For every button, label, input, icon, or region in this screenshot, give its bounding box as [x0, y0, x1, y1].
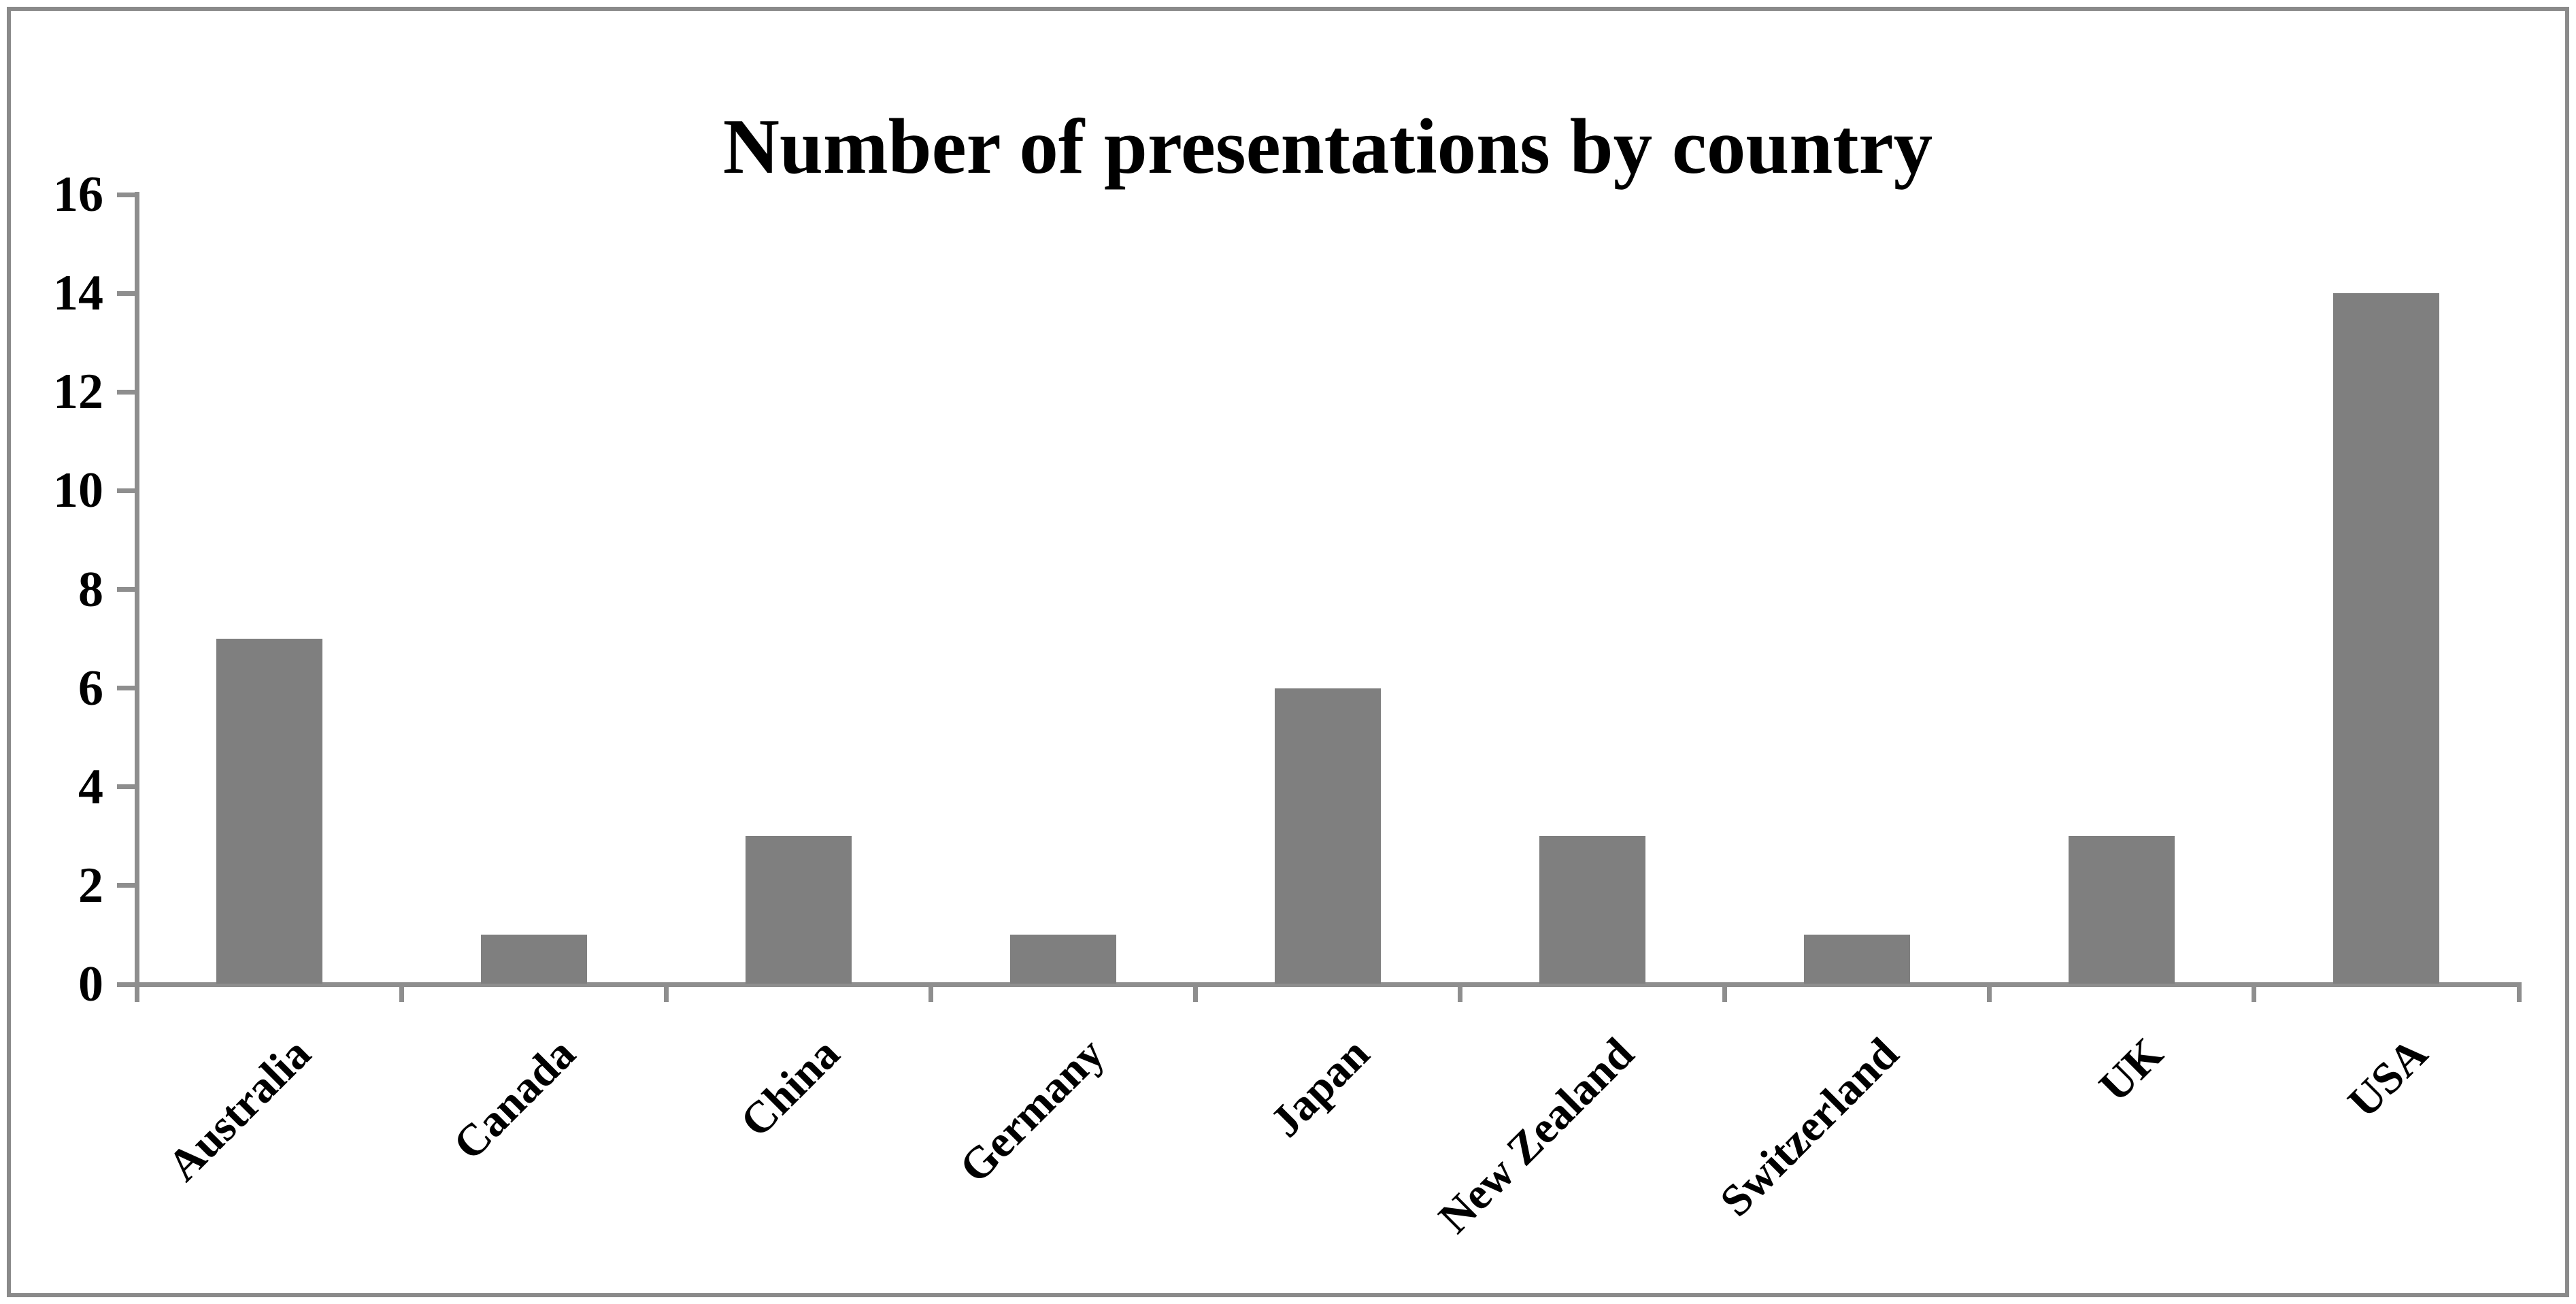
- y-tick-label: 16: [53, 167, 103, 222]
- bar: [216, 639, 322, 984]
- y-tick-label: 8: [78, 561, 103, 618]
- y-tick: [116, 587, 135, 592]
- y-tick: [116, 686, 135, 691]
- y-tick-label: 10: [53, 463, 103, 519]
- bar: [2333, 293, 2440, 984]
- x-tick: [663, 986, 669, 1002]
- bar: [1009, 935, 1116, 984]
- bar: [480, 935, 587, 984]
- chart-border-frame: [7, 7, 2569, 1297]
- y-tick-label: 6: [78, 660, 103, 716]
- y-tick: [116, 784, 135, 790]
- bar: [2069, 836, 2175, 984]
- x-tick: [928, 986, 933, 1002]
- y-tick-label: 0: [78, 956, 103, 1012]
- y-tick-label: 4: [78, 758, 103, 815]
- x-tick: [2516, 986, 2522, 1002]
- x-tick: [2252, 986, 2257, 1002]
- y-tick: [116, 883, 135, 888]
- bar: [745, 836, 852, 984]
- x-axis-line: [134, 982, 2522, 987]
- y-tick-label: 14: [53, 265, 103, 322]
- bar: [1274, 688, 1381, 984]
- chart-title: Number of presentations by country: [722, 103, 1933, 190]
- x-tick: [1722, 986, 1728, 1002]
- y-axis-line: [134, 192, 139, 987]
- y-tick-label: 12: [53, 364, 103, 420]
- y-tick: [116, 192, 135, 197]
- y-tick: [116, 982, 135, 987]
- x-tick: [1987, 986, 1992, 1002]
- bar: [1804, 935, 1911, 984]
- x-tick: [1192, 986, 1198, 1002]
- bar: [1539, 836, 1646, 984]
- y-tick: [116, 389, 135, 395]
- x-tick: [134, 986, 139, 1002]
- y-tick: [116, 488, 135, 493]
- x-tick: [399, 986, 404, 1002]
- x-tick: [1458, 986, 1463, 1002]
- y-tick-label: 2: [78, 857, 103, 914]
- y-tick: [116, 290, 135, 296]
